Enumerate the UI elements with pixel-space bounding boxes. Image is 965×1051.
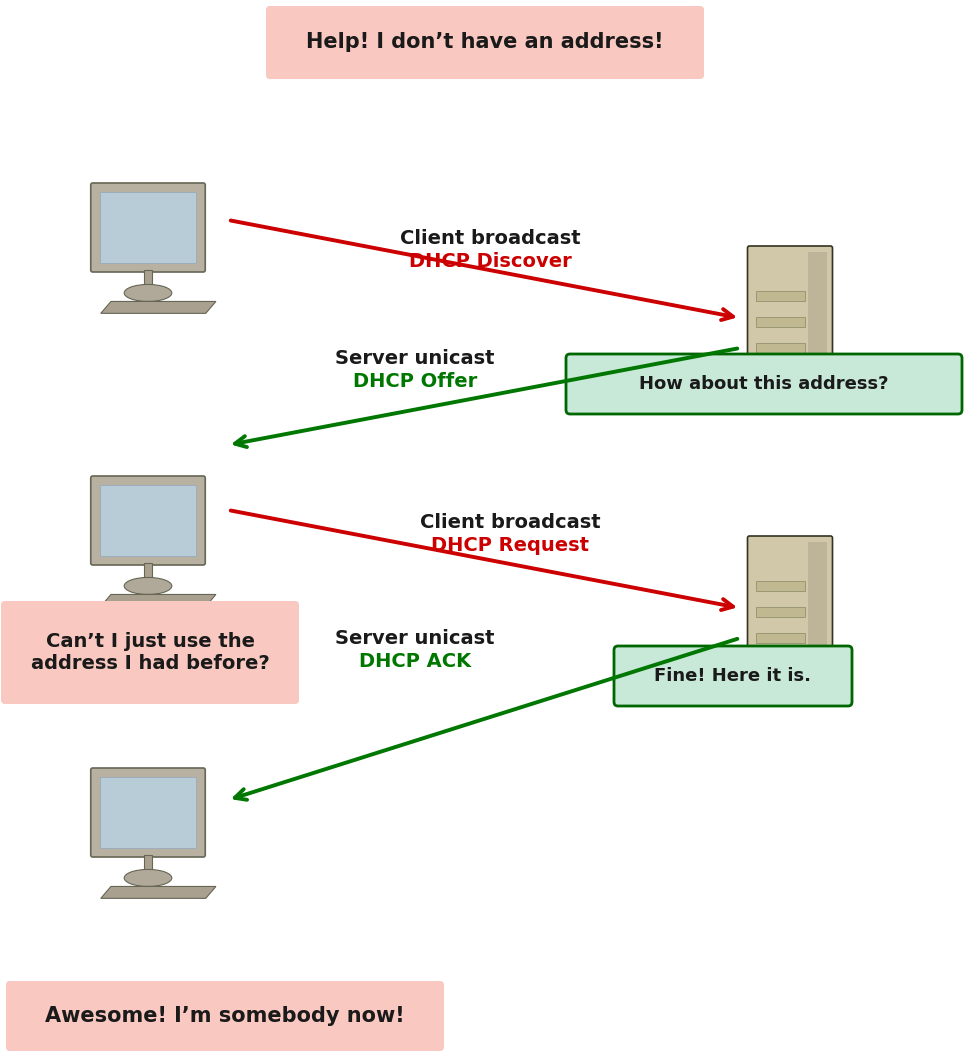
- FancyBboxPatch shape: [6, 981, 444, 1051]
- FancyBboxPatch shape: [748, 536, 833, 684]
- Bar: [756, 633, 805, 643]
- Ellipse shape: [124, 869, 172, 886]
- Bar: [144, 856, 152, 873]
- Polygon shape: [808, 252, 826, 388]
- Text: Awesome! I’m somebody now!: Awesome! I’m somebody now!: [45, 1006, 404, 1026]
- Bar: [756, 291, 805, 302]
- Circle shape: [773, 660, 783, 669]
- FancyBboxPatch shape: [748, 246, 833, 394]
- FancyBboxPatch shape: [614, 646, 852, 706]
- FancyBboxPatch shape: [99, 777, 197, 848]
- FancyBboxPatch shape: [266, 6, 704, 79]
- FancyBboxPatch shape: [91, 768, 206, 857]
- Text: Client broadcast: Client broadcast: [420, 513, 600, 532]
- Bar: [756, 317, 805, 327]
- Bar: [144, 563, 152, 581]
- FancyBboxPatch shape: [91, 476, 206, 565]
- Polygon shape: [100, 886, 216, 899]
- Bar: [756, 343, 805, 353]
- FancyBboxPatch shape: [566, 354, 962, 414]
- Text: How about this address?: How about this address?: [639, 375, 889, 393]
- Text: Server unicast: Server unicast: [335, 349, 495, 368]
- Text: DHCP Request: DHCP Request: [431, 536, 589, 555]
- FancyBboxPatch shape: [99, 191, 197, 263]
- Polygon shape: [100, 595, 216, 606]
- Text: Server unicast: Server unicast: [335, 628, 495, 648]
- Circle shape: [773, 370, 783, 379]
- Text: Fine! Here it is.: Fine! Here it is.: [654, 667, 812, 685]
- Ellipse shape: [124, 577, 172, 595]
- Polygon shape: [808, 542, 826, 678]
- Text: Client broadcast: Client broadcast: [400, 229, 580, 248]
- Text: Help! I don’t have an address!: Help! I don’t have an address!: [306, 33, 664, 53]
- Polygon shape: [100, 302, 216, 313]
- Ellipse shape: [124, 285, 172, 302]
- FancyBboxPatch shape: [91, 183, 206, 272]
- FancyBboxPatch shape: [99, 485, 197, 556]
- Bar: [756, 607, 805, 617]
- Bar: [756, 581, 805, 592]
- FancyBboxPatch shape: [1, 601, 299, 704]
- Text: DHCP Offer: DHCP Offer: [353, 372, 477, 391]
- Bar: [144, 270, 152, 289]
- Text: DHCP Discover: DHCP Discover: [408, 252, 571, 271]
- Text: Can’t I just use the
address I had before?: Can’t I just use the address I had befor…: [31, 632, 269, 673]
- Text: DHCP ACK: DHCP ACK: [359, 652, 471, 671]
